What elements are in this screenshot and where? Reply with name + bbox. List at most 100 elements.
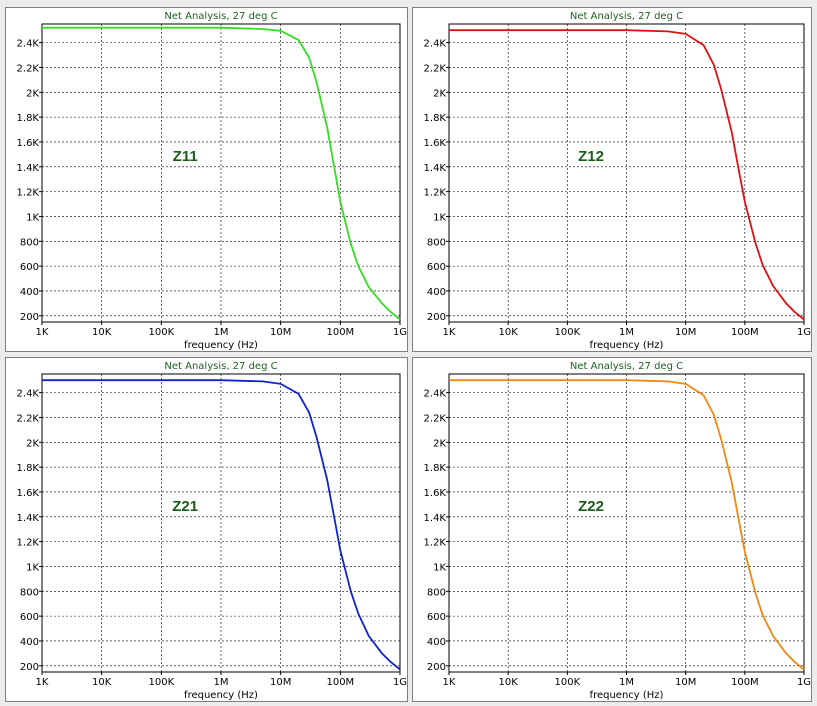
x-tick-label: 1G: [393, 327, 407, 338]
y-tick-label: 1.8K: [424, 113, 447, 124]
plot-area: [448, 373, 805, 673]
y-tick-label: 1.6K: [424, 138, 447, 149]
x-tick-label: 10M: [270, 327, 291, 338]
chart-title: Net Analysis, 27 deg C: [570, 361, 683, 372]
y-tick-label: 1.8K: [424, 463, 447, 474]
y-tick-label: 2.4K: [424, 389, 447, 400]
y-tick-label: 800: [20, 587, 39, 598]
x-tick-label: 10K: [92, 327, 112, 338]
x-tick-label: 10M: [675, 677, 696, 688]
x-tick-label: 100K: [149, 677, 175, 688]
plot-area: [41, 373, 401, 673]
y-tick-label: 800: [427, 237, 446, 248]
chart-title: Net Analysis, 27 deg C: [164, 361, 277, 372]
x-tick-label: 1K: [36, 677, 49, 688]
y-tick-label: 2.2K: [17, 63, 40, 74]
chart-svg: Net Analysis, 27 deg C 1K 10K 100K 1M 10M 100M…: [424, 361, 811, 701]
x-tick-label: 100K: [555, 327, 581, 338]
chart-panel-z12: Net Analysis, 27 deg C 1K 10K 100K 1M 10M 100M…: [412, 7, 812, 352]
y-tick-label: 400: [20, 287, 39, 298]
y-tick-label: 200: [427, 312, 446, 323]
y-tick-label: 1K: [26, 562, 39, 573]
x-axis-label: frequency (Hz): [184, 690, 258, 701]
series-line: [449, 29, 805, 321]
y-tick-label: 800: [20, 237, 39, 248]
y-tick-label: 200: [20, 312, 39, 323]
y-tick-label: 1.4K: [17, 513, 40, 524]
y-tick-label: 1K: [26, 212, 39, 223]
plot-area: [448, 23, 805, 323]
y-tick-label: 2.4K: [424, 39, 447, 50]
x-tick-label: 1G: [393, 677, 407, 688]
x-tick-label: 100K: [149, 327, 175, 338]
y-tick-label: 1.4K: [17, 163, 40, 174]
y-tick-label: 2.4K: [17, 389, 40, 400]
x-tick-label: 100M: [326, 677, 354, 688]
y-tick-label: 600: [427, 612, 446, 623]
series-annotation: Z12: [578, 148, 604, 165]
x-tick-label: 1M: [619, 677, 634, 688]
chart-panel-z22: Net Analysis, 27 deg C 1K 10K 100K 1M 10M 100M…: [412, 357, 812, 702]
y-tick-label: 2.4K: [17, 39, 40, 50]
y-tick-label: 400: [20, 637, 39, 648]
chart-svg: Net Analysis, 27 deg C 1K 10K 100K 1M 10M 100M…: [17, 11, 407, 351]
y-tick-label: 2K: [433, 438, 446, 449]
chart-title: Net Analysis, 27 deg C: [570, 11, 683, 22]
y-tick-label: 1.8K: [17, 113, 40, 124]
x-tick-label: 1M: [214, 327, 229, 338]
chart-title: Net Analysis, 27 deg C: [164, 11, 277, 22]
chart-svg: Net Analysis, 27 deg C 1K 10K 100K 1M 10M 100M…: [17, 361, 407, 701]
x-axis-label: frequency (Hz): [590, 340, 664, 351]
y-tick-label: 600: [20, 612, 39, 623]
series-line: [42, 379, 401, 671]
x-tick-label: 1M: [619, 327, 634, 338]
y-tick-label: 1.2K: [17, 538, 40, 549]
x-tick-label: 100K: [555, 677, 581, 688]
x-tick-label: 100M: [731, 677, 759, 688]
x-tick-label: 10M: [270, 677, 291, 688]
y-tick-label: 1.6K: [424, 488, 447, 499]
chart-panel-z21: Net Analysis, 27 deg C 1K 10K 100K 1M 10M 100M…: [5, 357, 408, 702]
series-annotation: Z11: [173, 148, 198, 165]
y-tick-label: 1.6K: [17, 138, 40, 149]
x-axis-label: frequency (Hz): [184, 340, 258, 351]
x-axis-label: frequency (Hz): [590, 690, 664, 701]
series-line: [42, 26, 401, 321]
y-tick-label: 2.2K: [424, 63, 447, 74]
y-tick-label: 200: [427, 662, 446, 673]
x-tick-label: 100M: [326, 327, 354, 338]
series-line: [449, 379, 805, 671]
y-tick-label: 400: [427, 637, 446, 648]
y-tick-label: 1.4K: [424, 513, 447, 524]
x-tick-label: 10M: [675, 327, 696, 338]
x-tick-label: 10K: [499, 327, 519, 338]
y-tick-label: 1.8K: [17, 463, 40, 474]
y-tick-label: 2K: [26, 88, 39, 99]
x-tick-label: 1K: [36, 327, 49, 338]
y-tick-label: 1.2K: [17, 188, 40, 199]
y-tick-label: 2.2K: [17, 413, 40, 424]
y-tick-label: 1K: [433, 212, 446, 223]
x-tick-label: 10K: [499, 677, 519, 688]
plot-area: [41, 23, 401, 323]
y-tick-label: 1.2K: [424, 538, 447, 549]
x-tick-label: 1G: [797, 327, 811, 338]
x-tick-label: 1M: [214, 677, 229, 688]
x-tick-label: 1K: [443, 677, 456, 688]
x-tick-label: 100M: [731, 327, 759, 338]
y-tick-label: 1.6K: [17, 488, 40, 499]
y-tick-label: 600: [427, 262, 446, 273]
x-tick-label: 1G: [797, 677, 811, 688]
series-annotation: Z22: [578, 498, 604, 515]
chart-svg: Net Analysis, 27 deg C 1K 10K 100K 1M 10M 100M…: [424, 11, 811, 351]
x-tick-label: 1K: [443, 327, 456, 338]
y-tick-label: 2K: [26, 438, 39, 449]
y-tick-label: 2K: [433, 88, 446, 99]
y-tick-label: 1K: [433, 562, 446, 573]
y-tick-label: 200: [20, 662, 39, 673]
y-tick-label: 800: [427, 587, 446, 598]
y-tick-label: 2.2K: [424, 413, 447, 424]
series-annotation: Z21: [172, 498, 198, 515]
y-tick-label: 1.2K: [424, 188, 447, 199]
y-tick-label: 600: [20, 262, 39, 273]
